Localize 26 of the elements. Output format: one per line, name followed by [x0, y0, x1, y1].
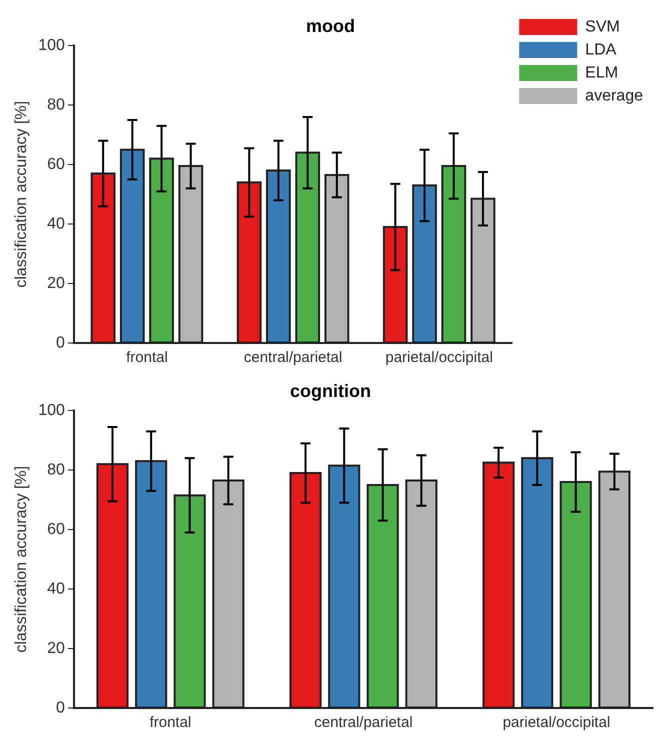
- y-tick-label: 20: [47, 640, 65, 657]
- legend-label: ELM: [585, 64, 618, 82]
- y-tick-label: 60: [47, 520, 65, 538]
- chart-title: cognition: [290, 380, 371, 401]
- x-tick-label: parietal/occipital: [385, 349, 493, 366]
- y-axis-title: classification accuracy [%]: [13, 100, 30, 288]
- y-tick-label: 80: [47, 461, 65, 478]
- x-tick-label: frontal: [126, 349, 168, 366]
- legend-label: LDA: [585, 41, 617, 58]
- y-axis-title: classification accuracy [%]: [13, 466, 30, 653]
- legend-label: average: [585, 87, 644, 104]
- x-tick-label: central/parietal: [314, 714, 413, 732]
- y-tick-label: 0: [56, 699, 65, 716]
- y-tick-label: 0: [56, 334, 65, 352]
- y-tick-label: 100: [38, 402, 65, 420]
- legend-label: SVM: [585, 18, 620, 36]
- y-tick-label: 80: [47, 96, 65, 114]
- y-tick-label: 40: [47, 215, 65, 232]
- y-tick-label: 20: [47, 274, 65, 292]
- x-tick-label: central/parietal: [244, 349, 342, 366]
- x-tick-label: frontal: [150, 714, 192, 732]
- y-tick-label: 40: [47, 580, 65, 598]
- y-tick-label: 60: [47, 156, 65, 173]
- chart-title: mood: [306, 16, 355, 36]
- x-tick-label: parietal/occipital: [502, 714, 610, 732]
- y-tick-label: 100: [38, 37, 65, 54]
